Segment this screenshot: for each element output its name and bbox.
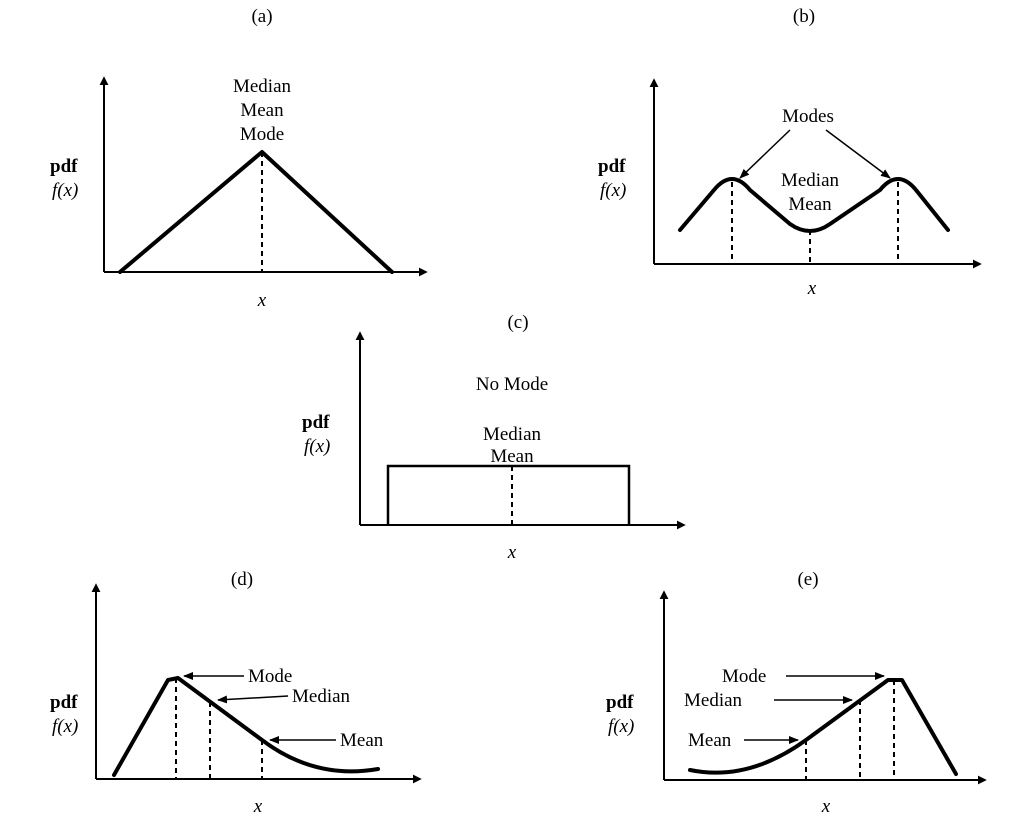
panel-e-skewed-curve (688, 678, 958, 776)
panel-d-x-label: x (253, 796, 263, 817)
panel-d: (d) Mode Median Mean pdf f(x) x (50, 569, 422, 817)
panel-b: (b) Modes Median Mean pdf f(x) x (598, 6, 982, 299)
panel-a-label: (a) (251, 6, 272, 27)
panel-a-pdf-label: pdf (50, 156, 78, 177)
panel-e-fx-label: f(x) (608, 716, 634, 737)
panel-c-pdf-label: pdf (302, 412, 330, 433)
panel-c-median-label: Median (483, 424, 542, 445)
panel-a-mean-label: Mean (240, 100, 284, 121)
panel-e-pdf-label: pdf (606, 692, 634, 713)
panel-d-label: (d) (231, 569, 253, 590)
panel-b-modes-label: Modes (782, 106, 834, 127)
panel-b-pdf-label: pdf (598, 156, 626, 177)
panel-c-x-label: x (507, 542, 517, 563)
panel-a-median-label: Median (233, 76, 292, 97)
panel-b-label: (b) (793, 6, 815, 27)
panel-a-triangle-curve (118, 150, 394, 274)
panel-d-pdf-label: pdf (50, 692, 78, 713)
panel-a-mode-label: Mode (240, 124, 284, 145)
panel-d-skewed-curve (112, 676, 380, 777)
panel-e-label: (e) (797, 569, 818, 590)
panel-c-fx-label: f(x) (304, 436, 330, 457)
panel-e-x-label: x (821, 796, 831, 817)
panel-d-mode-label: Mode (248, 666, 292, 687)
panel-d-mean-label: Mean (340, 730, 384, 751)
panel-c-mean-label: Mean (490, 446, 534, 467)
panel-c: (c) No Mode Median Mean pdf f(x) x (302, 312, 686, 563)
panel-a-x-label: x (257, 290, 267, 311)
panel-b-x-label: x (807, 278, 817, 299)
panel-a: (a) Median Mean Mode pdf f(x) x (50, 6, 428, 311)
panel-a-fx-label: f(x) (52, 180, 78, 201)
panel-b-modes-pointer-left (739, 129, 791, 179)
panel-c-no-mode-label: No Mode (476, 374, 548, 395)
panel-c-uniform-curve (386, 464, 631, 525)
panel-d-median-pointer (217, 695, 289, 704)
panel-e-mean-label: Mean (688, 730, 732, 751)
panel-e: (e) Mode Median Mean pdf f(x) x (606, 569, 987, 817)
panel-b-mean-label: Mean (788, 194, 832, 215)
panel-c-label: (c) (507, 312, 528, 333)
panel-b-median-label: Median (781, 170, 840, 191)
panel-e-mode-label: Mode (722, 666, 766, 687)
panel-d-fx-label: f(x) (52, 716, 78, 737)
panel-d-median-label: Median (292, 686, 351, 707)
panel-b-fx-label: f(x) (600, 180, 626, 201)
panel-e-median-label: Median (684, 690, 743, 711)
panel-b-modes-pointer-right (825, 129, 891, 179)
